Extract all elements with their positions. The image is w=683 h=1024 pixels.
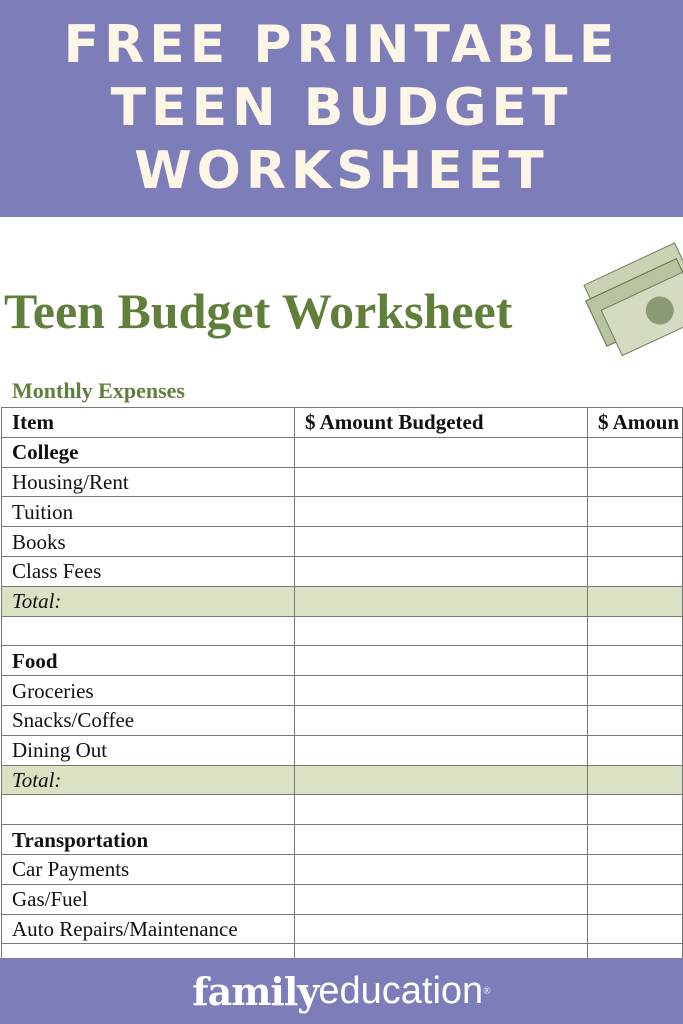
actual-cell[interactable]: [587, 913, 683, 945]
item-label: College: [1, 436, 295, 468]
budgeted-cell[interactable]: [294, 883, 588, 915]
column-header: $ Amoun: [587, 407, 683, 438]
budgeted-cell[interactable]: [294, 704, 588, 736]
item-label: Groceries: [1, 675, 295, 706]
item-label: [1, 615, 295, 647]
table-row: Books: [1, 526, 683, 557]
table-header-row: Item $ Amount Budgeted $ Amoun: [1, 407, 683, 438]
actual-cell[interactable]: [587, 734, 683, 766]
item-label: Snacks/Coffee: [1, 704, 295, 736]
actual-cell[interactable]: [587, 436, 683, 468]
item-label: Dining Out: [1, 734, 295, 766]
actual-cell[interactable]: [587, 764, 683, 796]
budgeted-cell[interactable]: [294, 764, 588, 796]
category-row: College: [1, 436, 683, 468]
title-banner: FREE PRINTABLE TEEN BUDGET WORKSHEET: [0, 0, 683, 217]
actual-cell[interactable]: [587, 585, 683, 617]
item-label: [1, 794, 295, 826]
actual-cell[interactable]: [587, 853, 683, 885]
actual-cell[interactable]: [587, 645, 683, 677]
item-label: Total:: [1, 764, 295, 796]
item-label: Transportation: [1, 824, 295, 855]
actual-cell[interactable]: [587, 526, 683, 557]
worksheet-title: Teen Budget Worksheet: [4, 283, 513, 339]
actual-cell[interactable]: [587, 675, 683, 706]
budgeted-cell[interactable]: [294, 466, 588, 498]
item-label: Auto Repairs/Maintenance: [1, 913, 295, 945]
table-row: Snacks/Coffee: [1, 704, 683, 736]
item-label: Books: [1, 526, 295, 557]
table-row: Groceries: [1, 675, 683, 706]
budgeted-cell[interactable]: [294, 645, 588, 677]
table-row: Class Fees: [1, 555, 683, 587]
item-label: Total:: [1, 585, 295, 617]
brand-footer: family education ®: [0, 958, 683, 1024]
actual-cell[interactable]: [587, 824, 683, 855]
budgeted-cell[interactable]: [294, 734, 588, 766]
item-label: Gas/Fuel: [1, 883, 295, 915]
table-row: [1, 794, 683, 826]
actual-cell[interactable]: [587, 794, 683, 826]
table-row: Tuition: [1, 496, 683, 528]
actual-cell[interactable]: [587, 883, 683, 915]
budgeted-cell[interactable]: [294, 526, 588, 557]
actual-cell[interactable]: [587, 466, 683, 498]
item-label: Car Payments: [1, 853, 295, 885]
budgeted-cell[interactable]: [294, 436, 588, 468]
table-row: Housing/Rent: [1, 466, 683, 498]
registered-mark: ®: [483, 985, 491, 997]
table-row: [1, 615, 683, 647]
table-row: Auto Repairs/Maintenance: [1, 913, 683, 945]
item-label: Tuition: [1, 496, 295, 528]
banner-line: WORKSHEET: [134, 141, 549, 201]
item-label: Class Fees: [1, 555, 295, 587]
actual-cell[interactable]: [587, 496, 683, 528]
column-header: $ Amount Budgeted: [294, 407, 588, 438]
table-row: Dining Out: [1, 734, 683, 766]
brand-logo-bold: family: [192, 968, 319, 1014]
item-label: Food: [1, 645, 295, 677]
total-row: Total:: [1, 585, 683, 617]
actual-cell[interactable]: [587, 555, 683, 587]
budgeted-cell[interactable]: [294, 585, 588, 617]
banner-line: FREE PRINTABLE: [63, 15, 620, 75]
budget-table: Item $ Amount Budgeted $ Amoun College Ho…: [1, 407, 683, 975]
section-heading: Monthly Expenses: [12, 378, 185, 403]
money-stack-image: [583, 242, 683, 357]
category-row: Transportation: [1, 824, 683, 855]
budgeted-cell[interactable]: [294, 496, 588, 528]
column-header: Item: [1, 407, 295, 438]
actual-cell[interactable]: [587, 704, 683, 736]
budgeted-cell[interactable]: [294, 615, 588, 647]
brand-logo-light: education: [318, 969, 484, 1012]
budgeted-cell[interactable]: [294, 853, 588, 885]
actual-cell[interactable]: [587, 615, 683, 647]
budgeted-cell[interactable]: [294, 824, 588, 855]
total-row: Total:: [1, 764, 683, 796]
budgeted-cell[interactable]: [294, 913, 588, 945]
category-row: Food: [1, 645, 683, 677]
banner-line: TEEN BUDGET: [110, 78, 573, 138]
budgeted-cell[interactable]: [294, 555, 588, 587]
table-row: Car Payments: [1, 853, 683, 885]
budgeted-cell[interactable]: [294, 794, 588, 826]
budgeted-cell[interactable]: [294, 675, 588, 706]
item-label: Housing/Rent: [1, 466, 295, 498]
table-row: Gas/Fuel: [1, 883, 683, 915]
